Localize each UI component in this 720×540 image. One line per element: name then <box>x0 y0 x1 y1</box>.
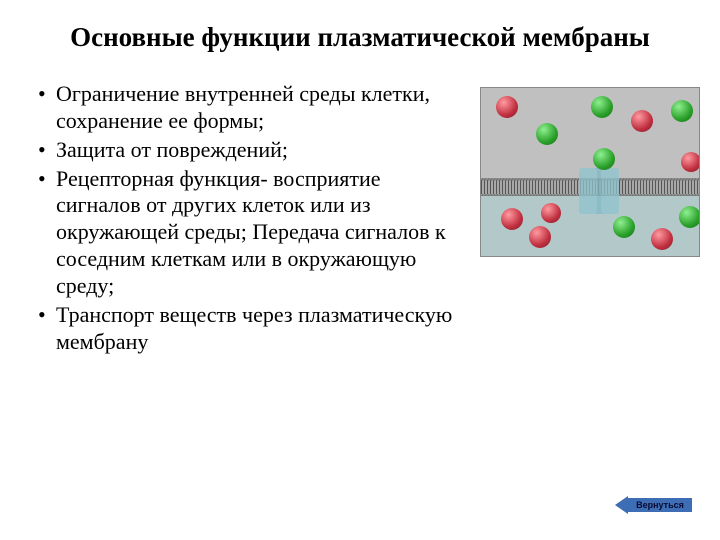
membrane-diagram <box>480 87 700 257</box>
green-molecule <box>613 216 635 238</box>
arrow-left-icon <box>615 496 628 514</box>
page-title: Основные функции плазматической мембраны <box>0 0 720 71</box>
content-row: Ограничение внутренней среды клетки, сох… <box>0 71 720 357</box>
red-molecule <box>631 110 653 132</box>
list-item: Защита от повреждений; <box>38 137 470 164</box>
red-molecule <box>496 96 518 118</box>
red-molecule <box>529 226 551 248</box>
list-item: Рецепторная функция- восприятие сигналов… <box>38 166 470 300</box>
list-item: Транспорт веществ через плазматическую м… <box>38 302 470 356</box>
red-molecule <box>681 152 700 172</box>
green-molecule <box>593 148 615 170</box>
green-molecule <box>591 96 613 118</box>
back-button-body: Вернуться <box>628 498 692 512</box>
diagram-container <box>470 81 700 357</box>
membrane-channel <box>579 168 619 214</box>
red-molecule <box>651 228 673 250</box>
bullet-list: Ограничение внутренней среды клетки, сох… <box>20 81 470 357</box>
green-molecule <box>679 206 700 228</box>
red-molecule <box>541 203 561 223</box>
green-molecule <box>671 100 693 122</box>
back-button-label: Вернуться <box>636 500 684 510</box>
red-molecule <box>501 208 523 230</box>
green-molecule <box>536 123 558 145</box>
list-item: Ограничение внутренней среды клетки, сох… <box>38 81 470 135</box>
back-button[interactable]: Вернуться <box>615 496 692 514</box>
